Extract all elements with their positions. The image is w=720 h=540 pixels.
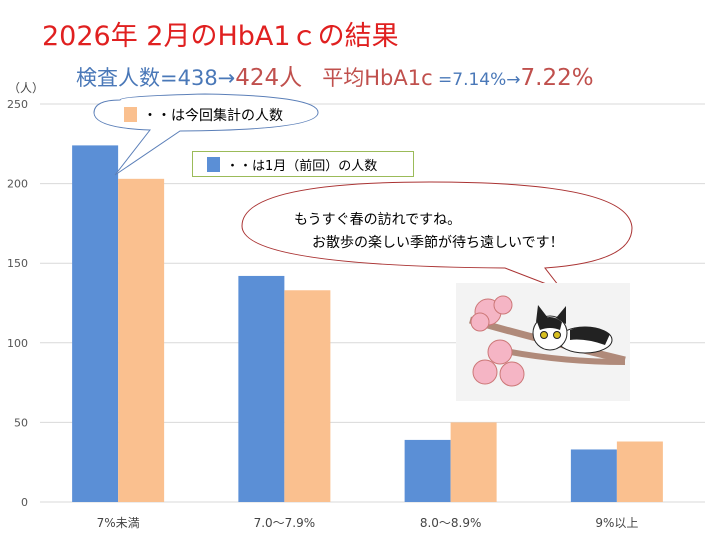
y-tick-label: 100 [7, 337, 28, 350]
bar-current [118, 178, 165, 502]
bar-previous [404, 439, 451, 502]
avg-new: 7.22% [520, 65, 594, 91]
x-tick-label: 9%以上 [595, 516, 638, 530]
legend-previous-text: ・・は1月（前回）の人数 [226, 158, 378, 174]
y-tick-label: 0 [21, 496, 28, 509]
current-swatch [124, 107, 137, 122]
legend-current-text: ・・は今回集計の人数 [143, 108, 283, 124]
avg-old: =7.14%→ [432, 70, 521, 90]
bar-current [450, 422, 497, 502]
x-tick-label: 7.0～7.9% [254, 516, 316, 530]
legend-bubble-current [93, 93, 319, 176]
avg-label: 平均HbA1c [322, 66, 433, 90]
x-tick-label: 8.0～8.9% [420, 516, 482, 530]
previous-swatch [207, 156, 220, 172]
count-new: 424人 [235, 65, 303, 91]
page-title: 2026年 2月のHbA1ｃの結果 [42, 21, 399, 52]
bar-previous [238, 275, 285, 502]
y-tick-label: 200 [7, 178, 28, 191]
x-tick-label: 7%未満 [97, 516, 140, 530]
bar-previous [570, 449, 617, 502]
message-line-1: もうすぐ春の訪れですね。 [294, 212, 462, 228]
bar-previous [72, 145, 119, 502]
bar-current [284, 290, 331, 502]
y-tick-label: 150 [7, 257, 28, 270]
message-bubble [241, 181, 633, 292]
legend-current: ・・は今回集計の人数 [124, 105, 283, 125]
cat-blossom-illustration [456, 283, 630, 401]
y-tick-label: 50 [14, 416, 28, 429]
bar-current [616, 441, 663, 502]
y-axis-label: （人） [8, 81, 44, 95]
summary-line: 検査人数=438→424人 平均HbA1c =7.14%→7.22% [76, 58, 594, 92]
message-line-2: お散歩の楽しい季節が待ち遠しいです！ [312, 235, 564, 251]
legend-previous: ・・は1月（前回）の人数 [192, 151, 414, 177]
count-label: 検査人数=438→ [76, 66, 236, 90]
y-tick-label: 250 [7, 98, 28, 111]
